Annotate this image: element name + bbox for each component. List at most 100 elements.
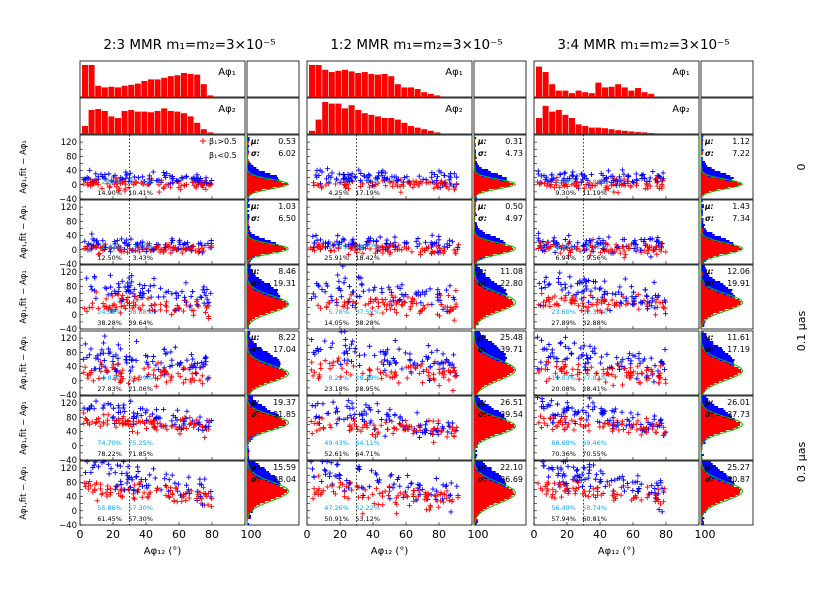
hist-bar: [602, 87, 608, 97]
scatter-point-red: [93, 244, 100, 250]
mu-value: 15.59: [273, 463, 296, 472]
marginal-bin-red: [474, 202, 476, 204]
marginal-bin-red: [474, 505, 490, 507]
marginal-bin-red: [701, 228, 703, 230]
marginal-bin-blue: [474, 230, 483, 232]
marginal-bin-red: [247, 365, 272, 367]
scatter-point-blue: [570, 169, 576, 175]
scatter-point-red: [383, 183, 389, 189]
sigma-value: 4.73: [505, 149, 523, 158]
scatter-point-red: [409, 249, 415, 255]
marginal-bin-red: [701, 244, 732, 246]
x-tick-label: 40: [139, 528, 153, 541]
marginal-bin-red: [247, 307, 283, 309]
scatter-point-red: [335, 245, 341, 252]
scatter-point-red: [654, 183, 660, 189]
marginal-bin-blue: [247, 210, 250, 212]
scatter-point-blue: [392, 234, 398, 240]
x-tick-label: 100: [468, 528, 489, 541]
mu-value: 25.27: [727, 463, 750, 472]
marginal-bin-red: [701, 218, 703, 220]
hist-bar: [394, 84, 401, 97]
marginal-bin-blue: [701, 212, 703, 214]
sigma-label: σ:: [478, 475, 487, 484]
hist-bar: [427, 93, 434, 97]
marginal-bin-red: [701, 246, 740, 248]
marginal-bin-red: [247, 289, 255, 291]
marginal-bin-red: [247, 185, 284, 187]
marginal-bin-blue: [474, 151, 476, 153]
sigma-label: σ:: [251, 345, 260, 354]
marginal-bin-red: [247, 434, 256, 436]
scatter-point-red: [608, 246, 614, 252]
scatter-point-red: [362, 245, 369, 252]
pct-black-right: 17.19%: [355, 189, 380, 197]
scatter-point-red: [156, 189, 162, 195]
marginal-bin-blue: [247, 218, 249, 220]
scatter-point-red: [398, 189, 404, 195]
scatter-point-red: [126, 184, 132, 191]
scatter-point-blue: [350, 236, 356, 242]
marginal-bin-blue: [247, 234, 255, 236]
hist-label: Aφ₂: [672, 104, 689, 115]
x-tick-label: 80: [205, 528, 219, 541]
mu-label: μ:: [250, 202, 260, 211]
pct-black-right: 9.56%: [586, 254, 607, 262]
marginal-bin-red: [474, 438, 486, 440]
y-tick-label: 40: [66, 428, 77, 438]
marginal-bin-red: [474, 424, 515, 426]
scatter-point-red: [203, 186, 209, 192]
scatter-point-blue: [360, 245, 366, 251]
scatter-point-red: [387, 243, 393, 249]
hist-bar: [569, 118, 575, 134]
hist-bar: [148, 112, 154, 134]
side-frame: [246, 97, 300, 135]
hist-bar: [322, 102, 329, 134]
scatter-point-red: [392, 247, 398, 253]
marginal-bin-red: [701, 317, 707, 319]
hist-bar: [575, 90, 582, 97]
pct-black-right: 18.42%: [355, 254, 380, 262]
marginal-bin-red: [247, 309, 278, 311]
scatter-point-blue: [93, 171, 99, 177]
marginal-bin-red: [474, 377, 504, 379]
marginal-bin-red: [474, 317, 483, 319]
scatter-point-blue: [82, 238, 88, 244]
scatter-point-blue: [384, 175, 390, 181]
marginal-bin-red: [474, 191, 482, 193]
marginal-bin-red: [701, 491, 741, 493]
scatter-point-blue: [100, 238, 106, 244]
scatter-point-blue: [646, 178, 652, 185]
y-tick-label: −40: [59, 195, 77, 205]
pct-blue-left: 49.43%: [324, 439, 349, 447]
mu-label: μ:: [477, 398, 487, 407]
marginal-bin-red: [701, 177, 717, 179]
marginal-bin-red: [474, 430, 507, 432]
marginal-bin-red: [247, 295, 270, 297]
scatter-point-blue: [340, 236, 346, 242]
scatter-point-red: [156, 243, 162, 249]
scatter-point-blue: [336, 240, 343, 246]
scatter-point-red: [451, 247, 457, 253]
hist-bar: [108, 116, 115, 134]
marginal-bin-red: [701, 487, 740, 489]
y-tick-label: 80: [66, 282, 77, 292]
sigma-value: 28.04: [273, 475, 296, 484]
scatter-point-red: [104, 181, 110, 187]
marginal-bin-red: [701, 371, 742, 373]
marginal-bin-red: [701, 240, 716, 242]
marginal-bin-blue: [247, 228, 250, 230]
pct-blue-left: 56.49%: [551, 504, 576, 512]
marginal-bin-red: [474, 139, 476, 141]
marginal-bin-red: [701, 187, 729, 189]
marginal-bin-red: [701, 313, 714, 315]
marginal-bin-blue: [474, 173, 498, 175]
sigma-label: σ:: [251, 214, 260, 223]
y-tick-label: 80: [66, 152, 77, 162]
marginal-bin-red: [701, 137, 703, 139]
scatter-point-blue: [332, 242, 338, 248]
scatter-point-red: [600, 240, 606, 247]
marginal-bin-red: [247, 230, 249, 232]
scatter-point-blue: [381, 175, 388, 181]
scatter-point-blue: [84, 174, 90, 180]
